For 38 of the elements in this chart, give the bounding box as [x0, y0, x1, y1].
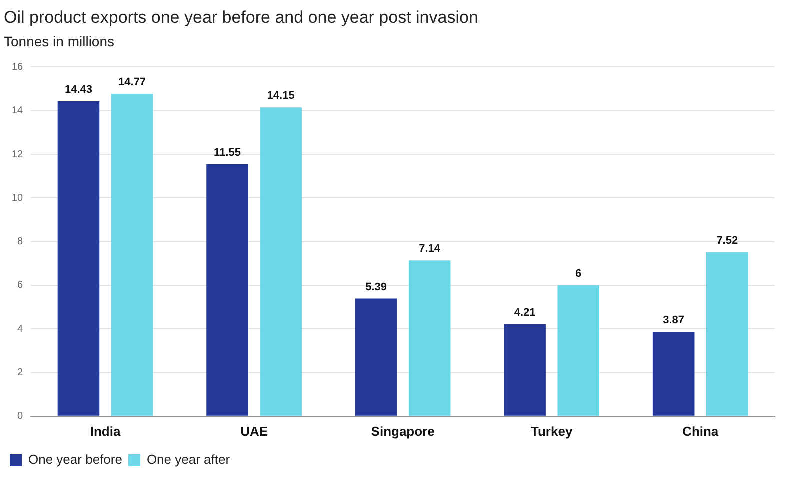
y-tick-label: 0: [18, 411, 24, 422]
y-tick-label: 14: [12, 106, 24, 117]
x-tick-label: Singapore: [371, 424, 435, 439]
data-label: 7.52: [716, 234, 738, 247]
bar: [408, 260, 451, 416]
bar: [706, 252, 748, 416]
x-tick-label: UAE: [240, 424, 268, 439]
y-tick-label: 16: [12, 62, 24, 73]
bar: [260, 108, 302, 416]
data-label: 6: [576, 268, 582, 280]
bar: [111, 94, 154, 416]
data-label: 14.77: [118, 76, 146, 89]
legend-label: One year before: [28, 452, 122, 468]
data-label: 14.43: [64, 84, 92, 96]
legend-label: One year after: [146, 452, 231, 468]
chart-title: Oil product exports one year before and one year post invasion: [4, 8, 478, 27]
bar: [558, 285, 600, 416]
bar: [355, 298, 398, 416]
bar: [504, 324, 546, 416]
y-tick-label: 2: [18, 368, 24, 378]
data-label: 7.14: [419, 243, 442, 256]
bar: [206, 164, 248, 416]
x-tick-label: Turkey: [531, 424, 574, 439]
data-label: 3.87: [663, 314, 685, 326]
data-label: 14.15: [267, 90, 295, 102]
x-tick-label: India: [90, 424, 122, 439]
data-label: 4.21: [514, 307, 536, 320]
y-tick-label: 6: [18, 280, 24, 292]
y-tick-label: 4: [18, 324, 24, 335]
x-tick-label: China: [682, 424, 720, 439]
y-tick-label: 12: [12, 149, 24, 160]
y-tick-label: 10: [12, 192, 24, 204]
chart-subtitle: Tonnes in millions: [4, 34, 114, 50]
data-label: 11.55: [214, 146, 241, 159]
y-tick-label: 8: [18, 236, 24, 248]
bar: [58, 101, 100, 416]
data-label: 5.39: [366, 281, 387, 294]
bar: [652, 332, 695, 416]
